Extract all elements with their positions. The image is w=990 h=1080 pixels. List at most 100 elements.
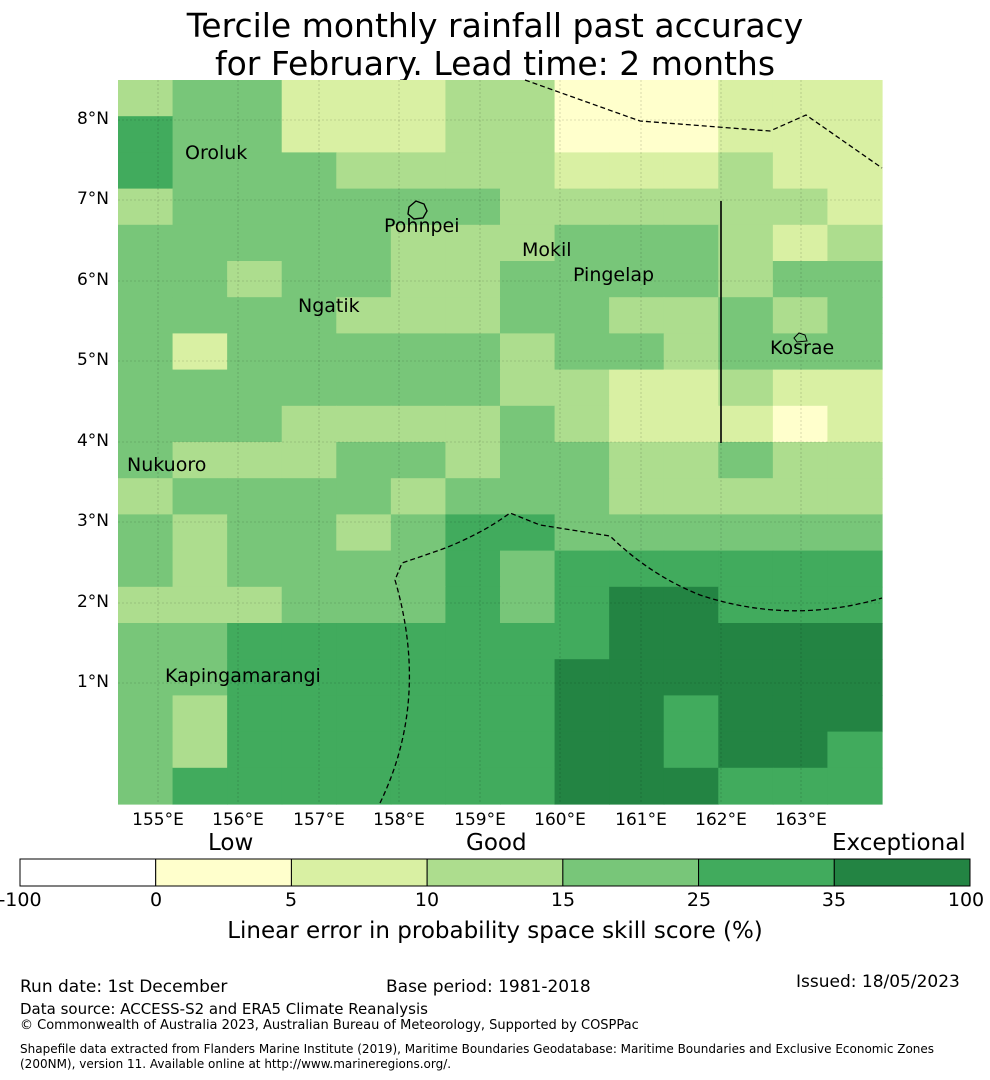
grid-cell [500, 550, 556, 588]
grid-cell [663, 514, 719, 552]
grid-cell [554, 731, 610, 769]
lat-label-7n: 7°N [76, 189, 109, 209]
grid-cell [500, 188, 556, 226]
grid-cell [609, 442, 665, 479]
grid-cell [118, 261, 174, 298]
grid-cell [554, 514, 610, 552]
grid-cell [827, 767, 883, 805]
kosrae-island-outline [793, 332, 808, 343]
colorbar-segment [833, 858, 971, 887]
grid-cell [281, 297, 337, 334]
grid-cell [663, 333, 719, 371]
grid-cell [827, 116, 883, 153]
grid-cell [118, 152, 174, 190]
lat-label-5n: 5°N [76, 350, 109, 370]
lat-label-8n: 8°N [76, 109, 109, 129]
grid-cell [336, 405, 392, 443]
grid-cell [336, 623, 392, 660]
grid-cell [281, 188, 337, 226]
grid-cell [663, 478, 719, 515]
grid-cell [227, 550, 283, 588]
grid-cell [500, 297, 556, 334]
grid-cell [827, 731, 883, 769]
grid-cell [118, 442, 174, 479]
grid-cell [609, 152, 665, 190]
grid-cell [718, 442, 774, 479]
grid-cell [281, 659, 337, 696]
map-title-line-2: for February. Lead time: 2 months [214, 44, 776, 83]
grid-cell [609, 659, 665, 696]
grid-cell [718, 623, 774, 660]
grid-cell [445, 442, 501, 479]
grid-cell [554, 550, 610, 588]
grid-cell [718, 80, 774, 117]
grid-cell [663, 152, 719, 190]
grid-cell [718, 116, 774, 153]
grid-cell [390, 514, 447, 552]
grid-cell [718, 550, 774, 588]
grid-cell [390, 586, 447, 624]
grid-cell [554, 224, 610, 262]
grid-cell [609, 550, 665, 588]
grid-cell [281, 478, 337, 515]
grid-cell [281, 333, 337, 371]
grid-cell [609, 623, 665, 660]
grid-cell [445, 261, 501, 298]
grid-cell [718, 767, 774, 805]
grid-cell [172, 80, 228, 117]
grid-cell [663, 442, 719, 479]
grid-cell [827, 623, 883, 660]
issued-date: Issued: 18/05/2023 [796, 972, 960, 992]
grid-cell [118, 333, 174, 371]
grid-cell [554, 152, 610, 190]
grid-cell [445, 152, 501, 190]
grid-cell [445, 550, 501, 588]
grid-cell [445, 188, 501, 226]
grid-cell [663, 188, 719, 226]
grid-cell [772, 478, 829, 515]
grid-cell [281, 550, 337, 588]
grid-cell [227, 695, 283, 733]
grid-cell [336, 369, 392, 407]
grid-cell [663, 731, 719, 769]
grid-cell [554, 659, 610, 696]
grid-cell [500, 152, 556, 190]
grid-cell [390, 297, 447, 334]
colorbar-segment [155, 858, 292, 887]
grid-cell [772, 586, 829, 624]
grid-cell [554, 80, 610, 117]
grid-cell [663, 224, 719, 262]
colorbar-label: Linear error in probability space skill … [227, 918, 763, 944]
grid-cell [172, 224, 228, 262]
grid-cell [172, 623, 228, 660]
grid-cell [390, 478, 447, 515]
grid-cell [118, 767, 174, 805]
grid-cell [772, 224, 829, 262]
grid-cell [227, 405, 283, 443]
data-source: Data source: ACCESS-S2 and ERA5 Climate … [20, 1000, 428, 1018]
grid-cell [336, 659, 392, 696]
grid-cell [772, 116, 829, 153]
lat-label-4n: 4°N [76, 431, 109, 451]
grid-cell [172, 659, 228, 696]
grid-cell [227, 80, 283, 117]
grid-cell [609, 767, 665, 805]
grid-cell [172, 478, 228, 515]
grid-cell [554, 405, 610, 443]
map-title-line-1: Tercile monthly rainfall past accuracy [186, 6, 804, 45]
grid-cell [390, 152, 447, 190]
grid-cell [336, 80, 392, 117]
grid-cell [500, 586, 556, 624]
grid-cell [663, 695, 719, 733]
grid-cell [172, 586, 228, 624]
grid-cell [172, 550, 228, 588]
grid-cell [718, 261, 774, 298]
grid-cell [827, 659, 883, 696]
grid-cell [390, 767, 447, 805]
grid-cell [336, 442, 392, 479]
grid-cell [663, 586, 719, 624]
grid-cell [609, 405, 665, 443]
grid-cell [554, 261, 610, 298]
grid-cell [663, 261, 719, 298]
grid-cell [118, 224, 174, 262]
